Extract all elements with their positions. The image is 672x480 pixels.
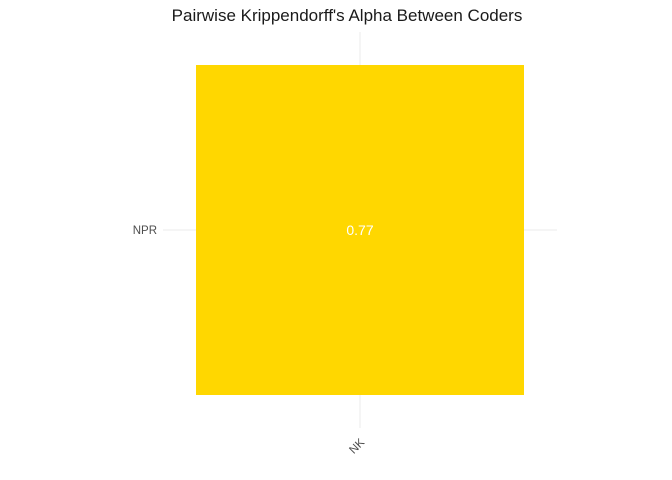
x-tick-label: NK: [347, 437, 367, 457]
chart-title: Pairwise Krippendorff's Alpha Between Co…: [172, 6, 523, 25]
heatmap-cell: [196, 65, 524, 395]
y-tick-label: NPR: [133, 225, 157, 237]
x-axis-ticks: NK: [347, 437, 367, 457]
cell-value-label: 0.77: [346, 222, 373, 238]
cells-layer: [196, 65, 524, 395]
y-axis-ticks: NPR: [133, 225, 157, 237]
cell-labels-layer: 0.77: [346, 222, 373, 238]
